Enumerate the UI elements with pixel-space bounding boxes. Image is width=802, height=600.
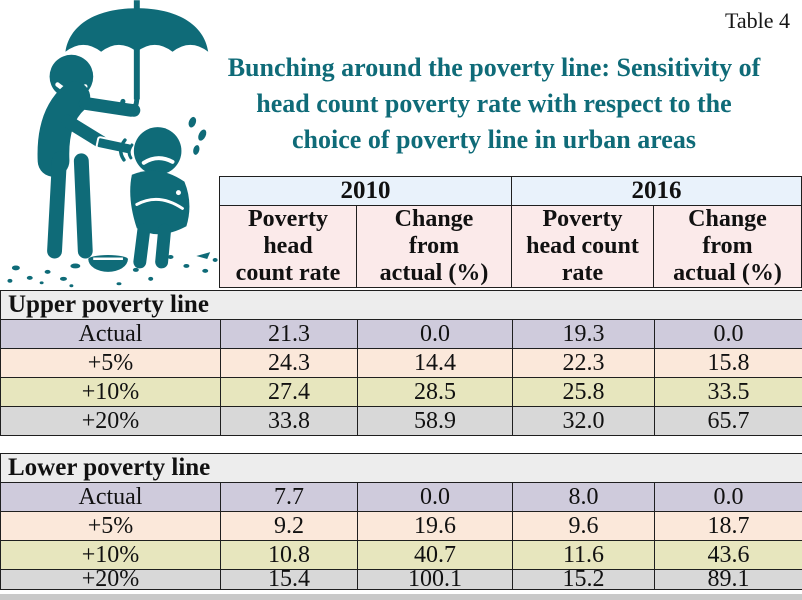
bottom-crop-strip — [0, 594, 802, 600]
table-cell: 15.4 — [220, 569, 358, 590]
row-label: +20% — [0, 406, 221, 436]
table-cell: 25.8 — [512, 377, 655, 407]
begging-bowl — [88, 255, 128, 272]
col-header-line: Poverty — [542, 206, 623, 233]
lower-poverty-table: Lower poverty line Actual 7.7 0.0 8.0 0.… — [0, 453, 802, 590]
table-header-block: 2010 2016 Poverty head count rate Change… — [219, 176, 802, 288]
col-header-line: from — [702, 233, 753, 259]
section-title-lower: Lower poverty line — [0, 453, 802, 483]
row-label: +5% — [0, 511, 221, 541]
row-label: +10% — [0, 377, 221, 407]
table-row: +5% 24.3 14.4 22.3 15.8 — [0, 348, 802, 378]
table-cell: 14.4 — [357, 348, 513, 378]
table-cell: 32.0 — [512, 406, 655, 436]
col-header-line: Change — [394, 206, 474, 233]
table-cell: 65.7 — [653, 406, 802, 436]
row-label: +5% — [0, 348, 221, 378]
col-header-line: Change — [688, 206, 767, 233]
table-cell: 11.6 — [512, 540, 655, 570]
col-header-line: actual (%) — [673, 260, 782, 286]
table-row: +20% 33.8 58.9 32.0 65.7 — [0, 406, 802, 436]
seated-person-head — [133, 127, 182, 175]
table-cell: 9.6 — [512, 511, 655, 541]
table-row: Actual 7.7 0.0 8.0 0.0 — [0, 482, 802, 512]
table-cell: 43.6 — [653, 540, 802, 570]
title-line-3: choice of poverty line in urban areas — [292, 125, 696, 154]
table-row: +20% 15.4 100.1 15.2 89.1 — [0, 569, 802, 590]
table-cell: 24.3 — [220, 348, 358, 378]
table-cell: 19.6 — [357, 511, 513, 541]
title-line-2: head count poverty rate with respect to … — [256, 89, 732, 118]
title-line-1: Bunching around the poverty line: Sensit… — [227, 53, 761, 82]
col-header-line: from — [408, 233, 460, 259]
table-cell: 28.5 — [357, 377, 513, 407]
row-label: Actual — [0, 319, 221, 349]
umbrella-canopy — [65, 8, 209, 52]
section-header-row: Lower poverty line — [0, 453, 802, 483]
table-row: +5% 9.2 19.6 9.6 18.7 — [0, 511, 802, 541]
col-header-line: Poverty — [248, 206, 328, 233]
col-header-line: head count — [526, 233, 639, 259]
table-cell: 27.4 — [220, 377, 358, 407]
table-cell: 15.2 — [512, 569, 655, 590]
table-cell: 10.8 — [220, 540, 358, 570]
col-header-2016-change: Change from actual (%) — [653, 205, 802, 288]
table-cell: 18.7 — [653, 511, 802, 541]
table-row: Actual 21.3 0.0 19.3 0.0 — [0, 319, 802, 349]
table-cell: 0.0 — [653, 482, 802, 512]
year-header-2010: 2010 — [219, 176, 512, 206]
table-cell: 22.3 — [512, 348, 655, 378]
charity-illustration-icon — [7, 0, 218, 288]
row-label: Actual — [0, 482, 221, 512]
table-cell: 0.0 — [653, 319, 802, 349]
table-cell: 0.0 — [357, 319, 513, 349]
upper-poverty-table: Upper poverty line Actual 21.3 0.0 19.3 … — [0, 290, 802, 436]
table-cell: 19.3 — [512, 319, 655, 349]
table-cell: 8.0 — [512, 482, 655, 512]
table-cell: 100.1 — [357, 569, 513, 590]
table-cell: 21.3 — [220, 319, 358, 349]
table-row: +10% 27.4 28.5 25.8 33.5 — [0, 377, 802, 407]
table-cell: 7.7 — [220, 482, 358, 512]
table-row: +10% 10.8 40.7 11.6 43.6 — [0, 540, 802, 570]
col-header-2010-rate: Poverty head count rate — [219, 205, 357, 288]
table-cell: 0.0 — [357, 482, 513, 512]
col-header-line: count rate — [235, 260, 341, 286]
year-header-row: 2010 2016 — [219, 176, 802, 206]
section-title-upper: Upper poverty line — [0, 290, 802, 320]
col-header-line: actual (%) — [379, 260, 489, 286]
col-header-2016-rate: Poverty head count rate — [511, 205, 654, 288]
table-number-label: Table 4 — [724, 8, 790, 33]
row-label: +10% — [0, 540, 221, 570]
table-cell: 40.7 — [357, 540, 513, 570]
table-cell: 33.5 — [653, 377, 802, 407]
table-cell: 15.8 — [653, 348, 802, 378]
table-cell: 58.9 — [357, 406, 513, 436]
column-header-row: Poverty head count rate Change from actu… — [219, 205, 802, 288]
section-header-row: Upper poverty line — [0, 290, 802, 320]
page-title: Bunching around the poverty line: Sensit… — [188, 50, 800, 158]
table-cell: 89.1 — [653, 569, 802, 590]
table-cell: 33.8 — [220, 406, 358, 436]
col-header-line: head — [263, 233, 313, 259]
col-header-line: rate — [561, 260, 604, 286]
row-label: +20% — [0, 569, 221, 590]
year-header-2016: 2016 — [511, 176, 802, 206]
col-header-2010-change: Change from actual (%) — [356, 205, 512, 288]
table-cell: 9.2 — [220, 511, 358, 541]
